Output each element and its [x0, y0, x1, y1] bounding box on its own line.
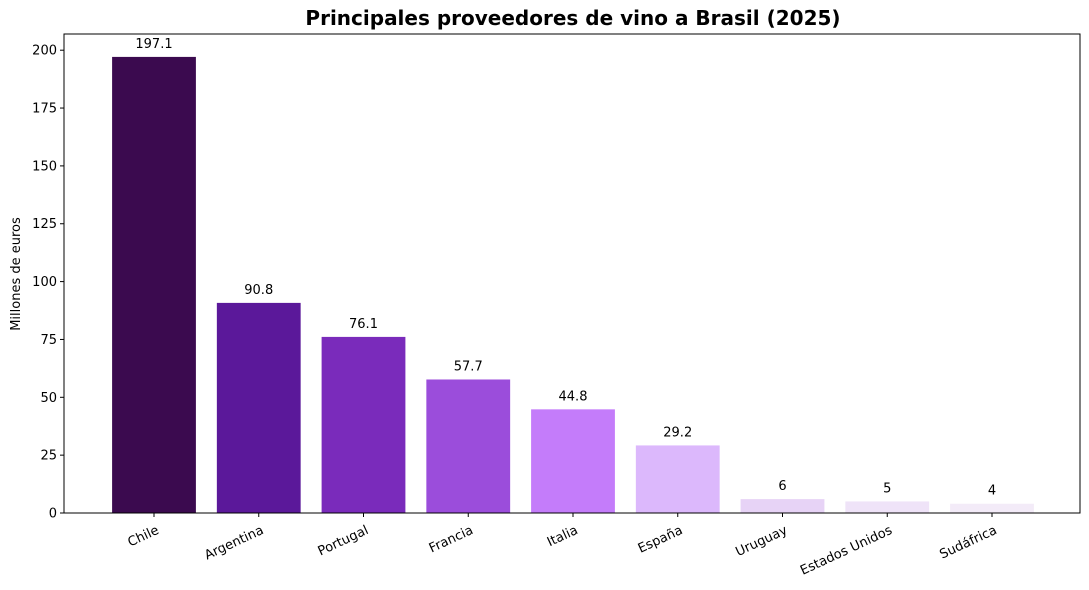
- bar-uruguay: [740, 499, 825, 513]
- bar-sudáfrica: [950, 503, 1034, 513]
- x-tick-label: Francia: [427, 523, 476, 556]
- y-axis: 0 25 50 75 100 125 150 175 200: [32, 44, 64, 522]
- x-tick-label: Argentina: [202, 523, 266, 563]
- bar-españa: [635, 445, 720, 513]
- data-label: 90.8: [244, 283, 273, 298]
- y-tick-label: 100: [32, 275, 57, 290]
- plot-frame: [63, 33, 1081, 514]
- chart-title: Principales proveedores de vino a Brasil…: [305, 6, 840, 30]
- y-axis-label: Millones de euros: [9, 217, 24, 331]
- data-label: 5: [883, 481, 891, 496]
- bar-italia: [531, 409, 615, 513]
- bar-portugal: [321, 336, 406, 513]
- y-tick-label: 75: [40, 333, 57, 348]
- y-tick-label: 150: [32, 159, 57, 174]
- x-tick-label: Portugal: [316, 523, 371, 559]
- x-axis: Chile Argentina Portugal Francia Italia Españ…: [126, 513, 999, 579]
- y-tick-label: 125: [32, 217, 57, 232]
- data-label: 44.8: [559, 389, 588, 404]
- y-tick-label: 50: [40, 391, 57, 406]
- x-tick-label: Sudáfrica: [937, 523, 999, 563]
- data-label: 6: [778, 479, 786, 494]
- bar-estados-unidos: [845, 501, 930, 513]
- bar-argentina: [216, 302, 301, 513]
- data-label: 197.1: [135, 37, 172, 52]
- y-tick-label: 0: [49, 507, 57, 522]
- data-label: 4: [988, 484, 996, 499]
- x-tick-label: Chile: [126, 523, 162, 550]
- bars-group: 197.1 90.8 76.1 57.7 44.8 29.2 6 5 4: [112, 37, 1034, 514]
- data-label: 76.1: [349, 317, 378, 332]
- x-tick-label: Italia: [545, 523, 580, 550]
- x-tick-label: Estados Unidos: [798, 523, 895, 579]
- data-label: 57.7: [454, 359, 483, 374]
- x-tick-label: España: [636, 523, 685, 557]
- x-tick-label: Uruguay: [733, 523, 790, 560]
- bar-francia: [426, 379, 511, 513]
- y-tick-label: 25: [40, 449, 57, 464]
- bar-chile: [112, 56, 196, 514]
- data-label: 29.2: [663, 425, 692, 440]
- y-tick-label: 175: [32, 102, 57, 117]
- y-tick-label: 200: [32, 44, 57, 59]
